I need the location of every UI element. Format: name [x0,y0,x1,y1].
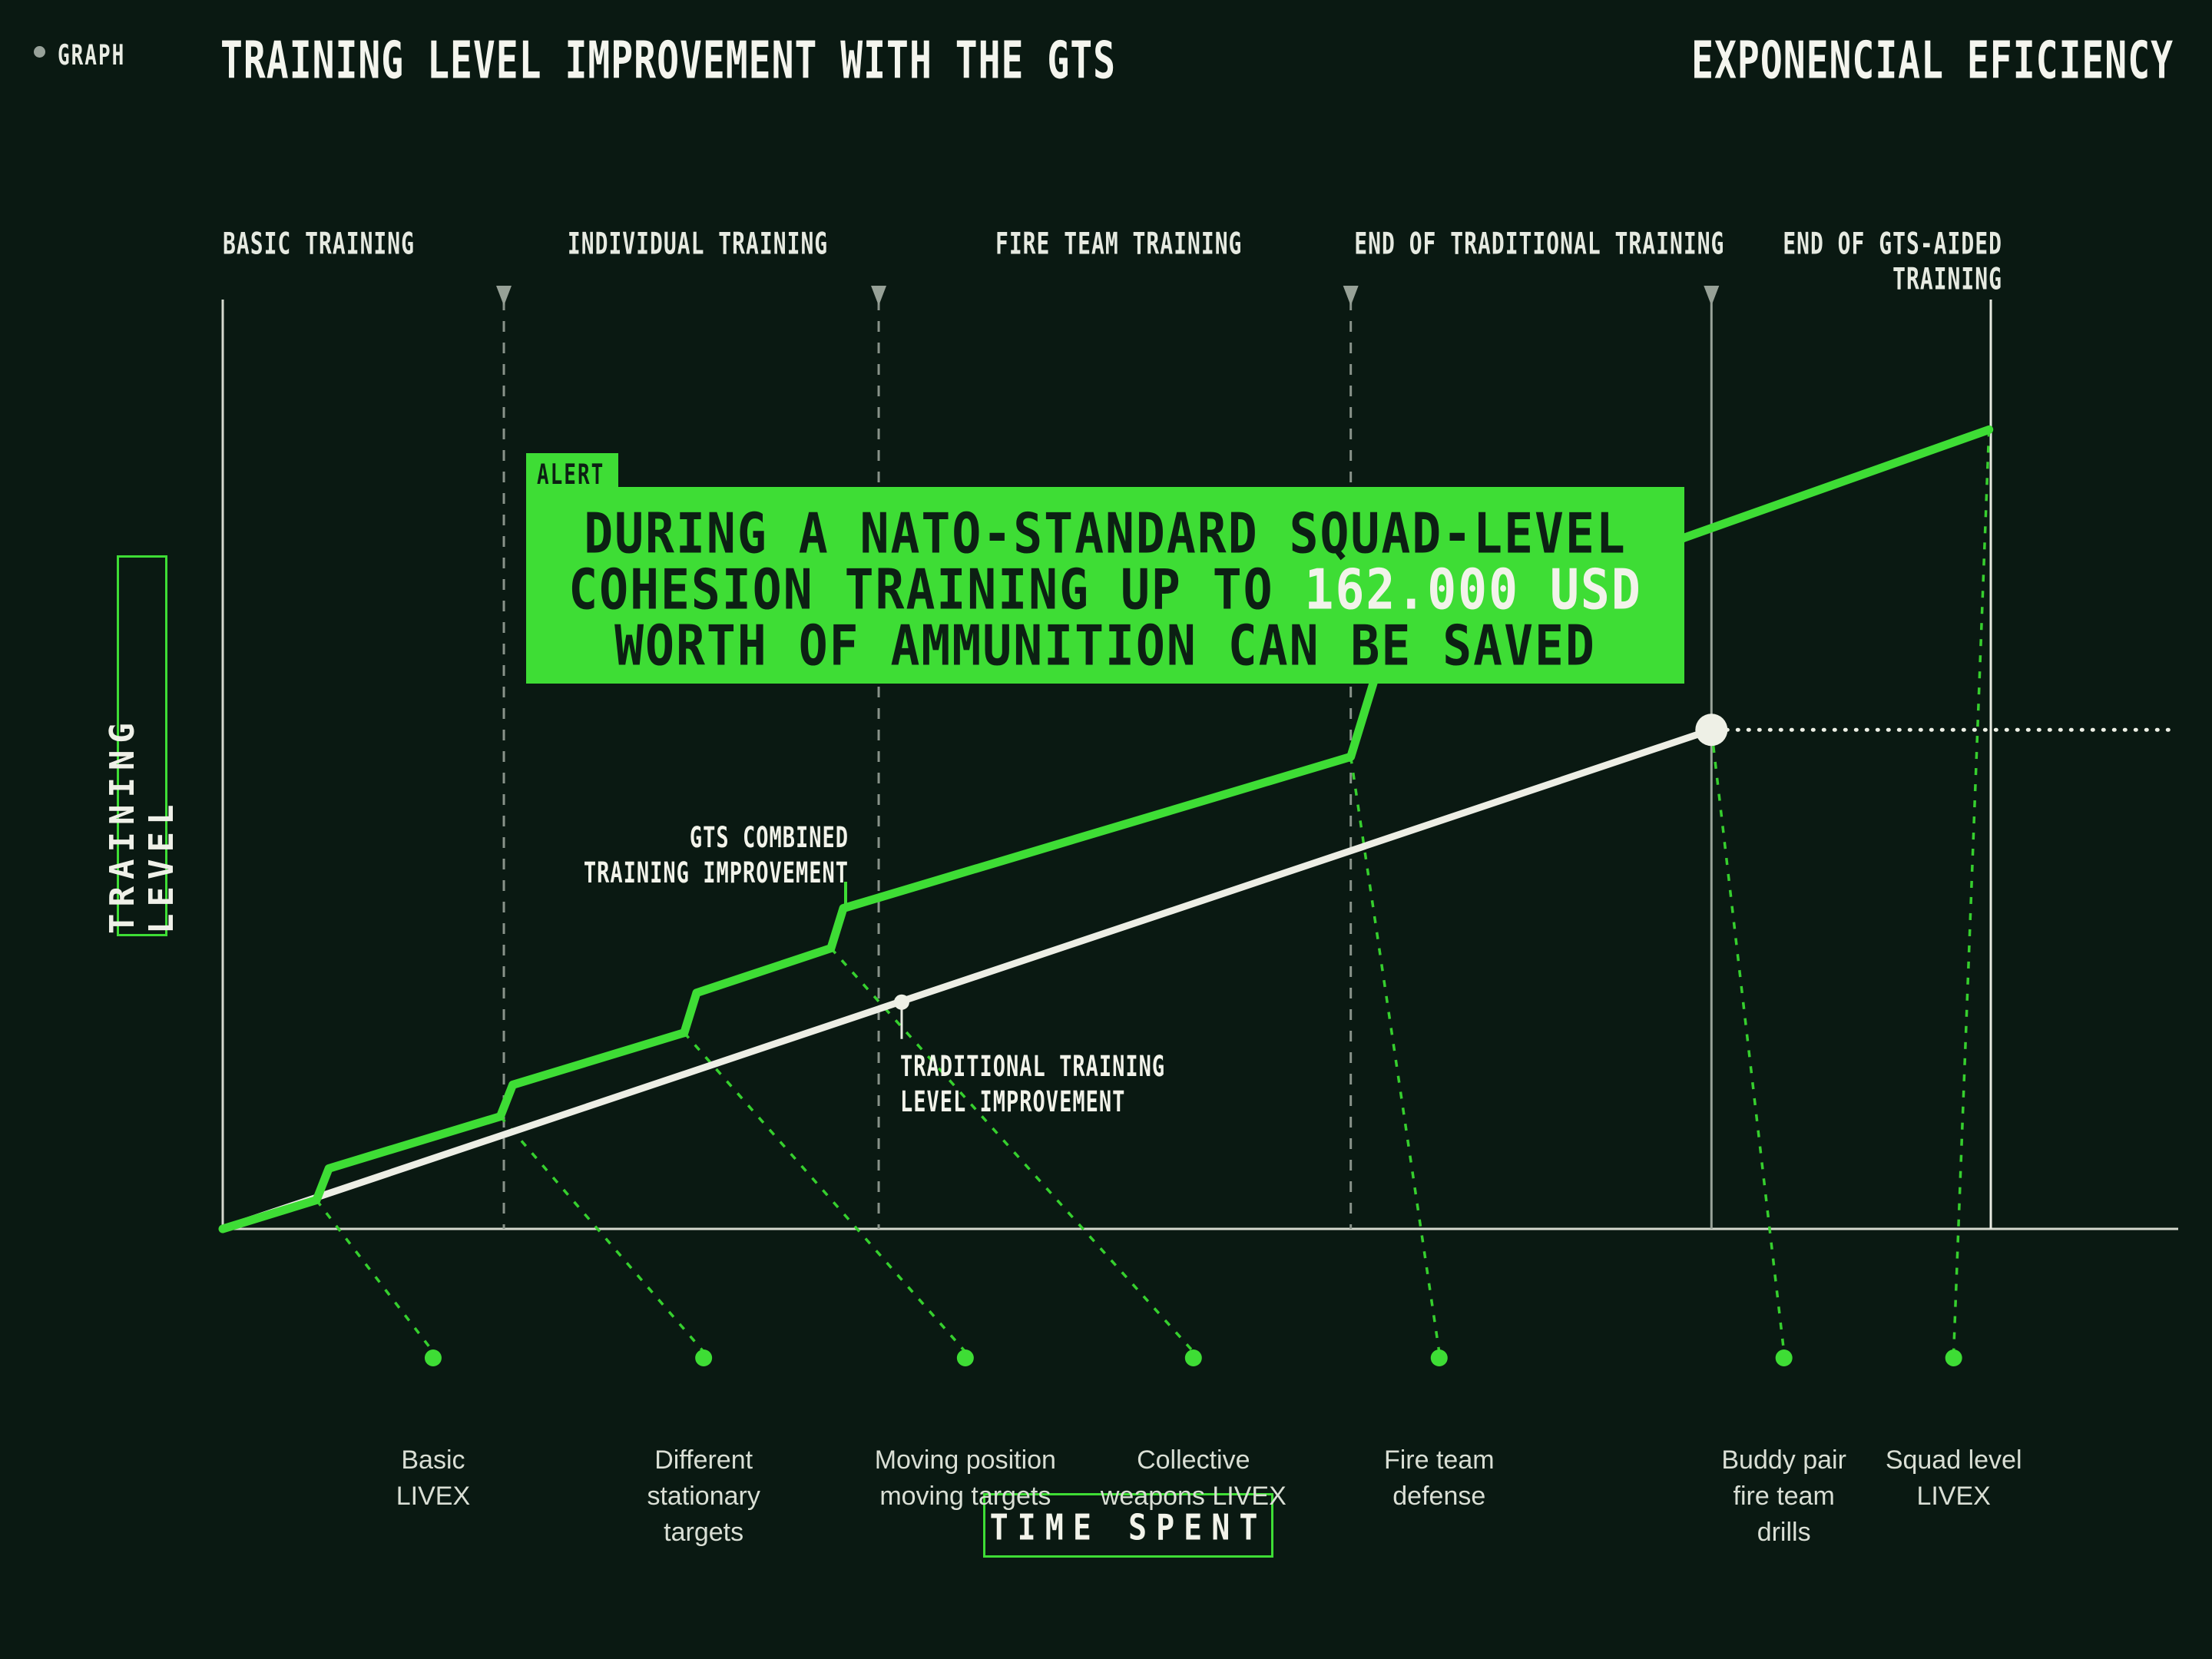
x-axis-label-box: TIME SPENT [983,1493,1273,1558]
event-dot [1430,1349,1448,1366]
annotation-gts-line: GTS COMBINED TRAINING IMPROVEMENT [583,821,849,890]
page-title: TRAINING LEVEL IMPROVEMENT WITH THE GTS [220,31,1117,91]
event-leader-line [1952,429,1991,1353]
annotation-traditional-line: TRADITIONAL TRAINING LEVEL IMPROVEMENT [900,1050,1166,1119]
event-label-2: Different stationary targets [647,1445,760,1547]
event-leader-line [683,1031,967,1353]
x-axis-label: TIME SPENT [989,1508,1267,1548]
event-leader-line [499,1115,705,1353]
page-subtitle: EXPONENCIAL EFICIENCY [1691,31,2174,91]
y-axis-label-box: TRAINING LEVEL [103,555,181,936]
traditional-end-marker [1695,714,1728,747]
event-dot [424,1349,442,1366]
event-leader-line [830,947,1195,1353]
event-leader-line [315,1199,435,1353]
event-leader-line [1349,757,1441,1353]
alert-line-3: WORTH OF AMMUNITION CAN BE SAVED [614,613,1596,678]
event-label-3: Moving position moving targets [874,1445,1056,1511]
alert-box: DURING A NATO-STANDARD SQUAD-LEVEL COHES… [526,487,1684,684]
y-axis-label: TRAINING LEVEL [103,716,181,934]
event-label-4: Collective weapons LIVEX [1100,1445,1286,1511]
event-label-1: Basic LIVEX [396,1445,471,1511]
traditional-mid-marker [893,994,909,1010]
stage-arrow-icon [871,286,887,306]
event-dot [1945,1349,1962,1366]
alert-highlight-value: 162.000 USD [1304,557,1642,622]
event-label-7: Squad level LIVEX [1885,1445,2022,1511]
graph-label: GRAPH [58,40,126,72]
alert-tab: ALERT [526,453,619,492]
event-dot [695,1349,713,1366]
graph-tag: GRAPH [34,40,125,72]
event-dot [1184,1349,1202,1366]
stage-header-2: INDIVIDUAL TRAINING [567,226,829,262]
event-leader-line [1710,730,1786,1353]
stage-arrow-icon [1704,286,1720,306]
stage-header-3: FIRE TEAM TRAINING [995,226,1243,262]
event-label-5: Fire team defense [1383,1445,1495,1511]
alert-line-1: DURING A NATO-STANDARD SQUAD-LEVEL [584,501,1627,566]
stage-arrow-icon [1343,286,1359,306]
graph-bullet-icon [34,45,45,58]
stage-header-5: END OF GTS-AIDED TRAINING [1783,226,2002,297]
event-dot [956,1349,974,1366]
stage-header-4: END OF TRADITIONAL TRAINING [1354,226,1725,262]
series-traditional-line [219,726,1715,1233]
event-dot [1775,1349,1793,1366]
alert-callout: ALERT DURING A NATO-STANDARD SQUAD-LEVEL… [526,453,1684,684]
event-label-6: Buddy pair fire team drills [1721,1445,1846,1547]
stage-header-1: BASIC TRAINING [223,226,416,262]
alert-line-2: COHESION TRAINING UP TO 162.000 USD [568,557,1642,622]
stage-arrow-icon [496,286,512,306]
